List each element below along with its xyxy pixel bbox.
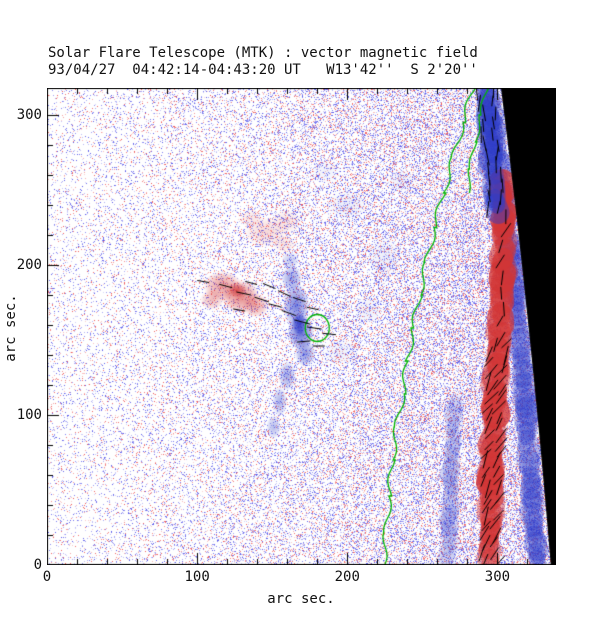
x-axis-tick-labels: 0 100 200 300 (0, 569, 612, 587)
y-tick-label: 200 (16, 257, 42, 273)
y-tick-label: 100 (16, 407, 42, 423)
magnetogram-canvas (47, 88, 556, 565)
plot-title: Solar Flare Telescope (MTK) : vector mag… (48, 45, 478, 61)
y-axis-tick-labels: 0 100 200 300 (0, 0, 42, 617)
plot-subtitle: 93/04/27 04:42:14-04:43:20 UT W13'42'' S… (48, 62, 478, 78)
y-tick-label: 300 (16, 107, 42, 123)
x-axis-label: arc sec. (267, 591, 335, 607)
x-tick-label: 0 (42, 569, 52, 585)
y-axis-label: arc sec. (3, 294, 19, 362)
x-tick-label: 200 (334, 569, 360, 585)
x-tick-label: 300 (484, 569, 511, 585)
y-tick-label: 0 (33, 557, 42, 573)
x-tick-label: 100 (184, 569, 210, 585)
